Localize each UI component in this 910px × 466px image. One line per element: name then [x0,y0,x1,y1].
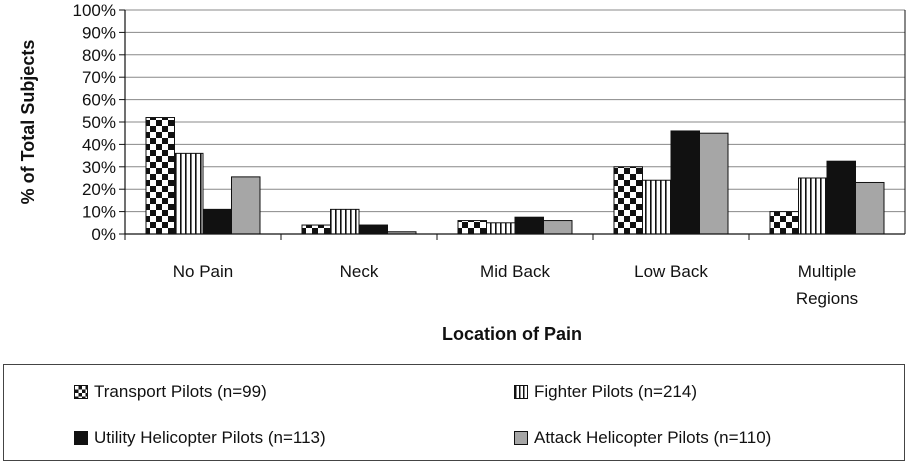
legend: Transport Pilots (n=99) Fighter Pilots (… [3,364,905,461]
y-tick-label: 80% [82,46,116,65]
y-tick-label: 70% [82,68,116,87]
y-axis-title: % of Total Subjects [18,40,38,205]
bar [231,176,261,235]
bar [543,220,573,235]
bar [769,211,799,235]
bar [670,130,700,235]
bar [613,166,643,235]
gray-swatch-icon [514,431,528,445]
y-tick-label: 100% [73,1,116,20]
bar [145,117,175,235]
y-tick-label: 20% [82,180,116,199]
y-tick-label: 60% [82,91,116,110]
legend-item-transport: Transport Pilots (n=99) [74,382,267,402]
x-tick-label: Mid Back [480,262,550,281]
y-tick-label: 30% [82,158,116,177]
x-tick-label: Regions [796,289,858,308]
legend-label: Attack Helicopter Pilots (n=110) [534,428,772,447]
bar-chart: 0% 10% 20% 30% 40% 50% 60% 70% 80% 90% 100% No Pain… [18,1,906,344]
bar [358,224,388,235]
stripes-swatch-icon [514,385,528,399]
bar [174,152,204,235]
bar [202,208,232,235]
legend-label: Fighter Pilots (n=214) [534,382,697,401]
black-swatch-icon [74,431,88,445]
checker-swatch-icon [74,385,88,399]
x-tick-label: Multiple [798,262,857,281]
y-tick-label: 90% [82,23,116,42]
bar [699,132,729,235]
bar [514,216,544,235]
bar [855,181,885,235]
legend-item-fighter: Fighter Pilots (n=214) [514,382,697,402]
y-tick-label: 0% [91,225,116,244]
y-tick-label: 40% [82,135,116,154]
y-tick-label: 10% [82,203,116,222]
bar [642,179,672,235]
bar [301,224,331,235]
x-tick-label: Neck [340,262,379,281]
legend-label: Transport Pilots (n=99) [94,382,267,401]
bar [798,177,828,235]
bar [330,208,360,235]
legend-label: Utility Helicopter Pilots (n=113) [94,428,326,447]
legend-item-attack: Attack Helicopter Pilots (n=110) [514,428,771,448]
bar [826,160,856,235]
legend-item-utility: Utility Helicopter Pilots (n=113) [74,428,326,448]
y-tick-label: 50% [82,113,116,132]
x-axis-title: Location of Pain [442,324,582,344]
bar [486,222,516,235]
bar [457,220,487,235]
x-tick-label: Low Back [634,262,708,281]
x-tick-label: No Pain [173,262,233,281]
